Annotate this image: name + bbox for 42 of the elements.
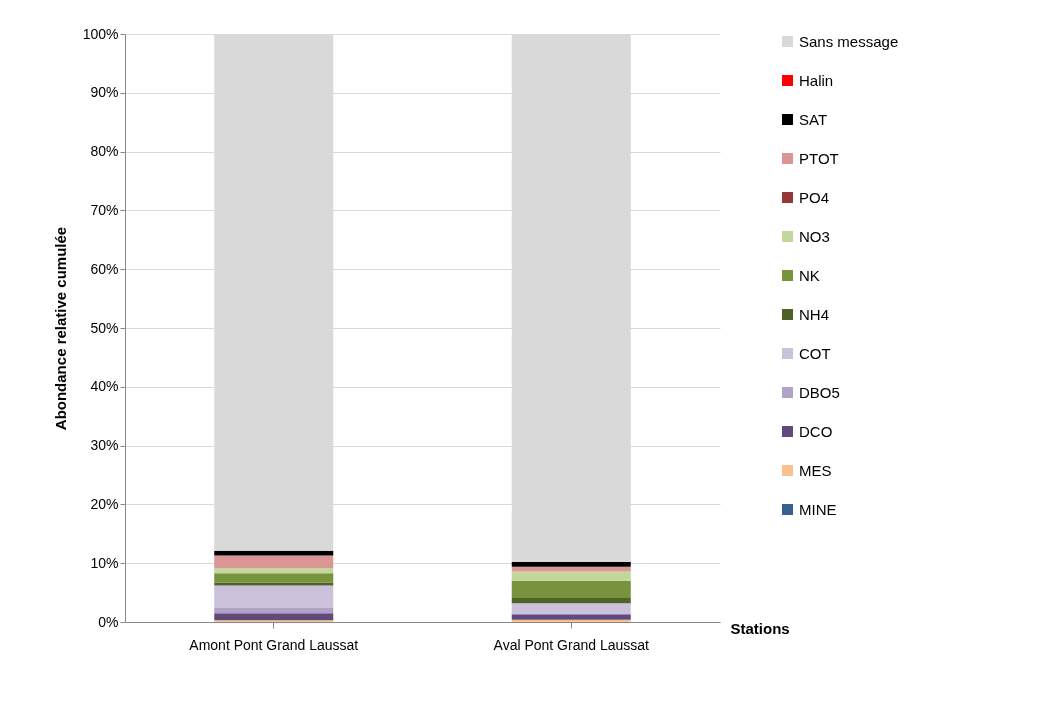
y-tick-label: 0% (98, 613, 119, 630)
bar (511, 580, 631, 598)
y-axis-title: Abondance relative cumulée (51, 226, 69, 431)
bar (214, 555, 334, 568)
y-tick-label: 30% (90, 437, 119, 454)
y-tick-label: 20% (90, 495, 119, 512)
y-tick-label: 80% (90, 143, 119, 160)
legend-label: NK (799, 266, 820, 284)
legend-label: SAT (799, 110, 828, 128)
legend-label: Sans message (799, 32, 899, 50)
bar (214, 573, 334, 583)
legend-label: PTOT (799, 149, 839, 167)
y-tick-label: 40% (90, 378, 119, 395)
legend-label: NH4 (799, 305, 830, 323)
bar (214, 607, 334, 614)
legend-label: COT (799, 344, 831, 362)
bar (511, 614, 631, 620)
x-tick-label: Aval Pont Grand Laussat (493, 636, 650, 653)
x-axis-title: Stations (730, 619, 790, 637)
y-tick-label: 70% (90, 201, 119, 218)
y-tick-label: 60% (90, 260, 119, 277)
bar (511, 597, 631, 604)
y-tick-label: 100% (82, 25, 119, 42)
legend-label: MINE (799, 500, 837, 518)
legend-label: Halin (799, 71, 834, 89)
bar (511, 562, 631, 567)
bar (214, 550, 334, 556)
y-tick-label: 90% (90, 84, 119, 101)
x-tick-label: Amont Pont Grand Laussat (189, 636, 359, 653)
legend-label: DBO5 (799, 383, 840, 401)
bar (511, 571, 631, 581)
legend-label: PO4 (799, 188, 830, 206)
legend-label: DCO (799, 422, 833, 440)
y-tick-label: 10% (90, 554, 119, 571)
bar (214, 567, 334, 574)
bar (214, 613, 334, 621)
bar (214, 582, 334, 586)
legend-label: NO3 (799, 227, 830, 245)
y-tick-label: 50% (90, 319, 119, 336)
legend-label: MES (799, 461, 832, 479)
bar (511, 603, 631, 615)
bar (214, 585, 334, 608)
